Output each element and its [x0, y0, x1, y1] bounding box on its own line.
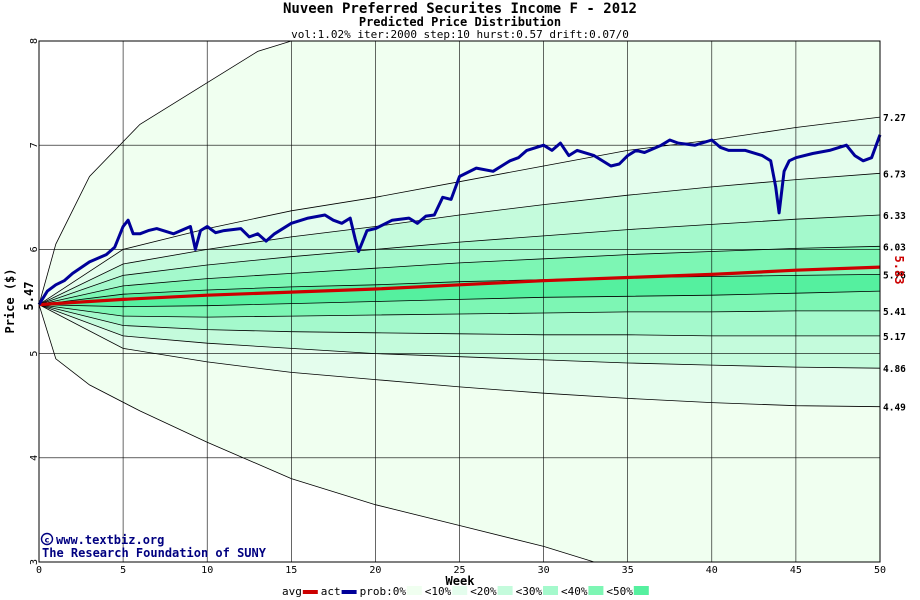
x-tick-label: 20: [369, 565, 381, 576]
copyright-letter: c: [45, 536, 50, 545]
legend-swatch-0: [302, 590, 318, 594]
y-tick-label: 8: [29, 38, 40, 44]
chart-params: vol:1.02% iter:2000 step:10 hurst:0.57 d…: [291, 28, 629, 41]
series-act: [37, 134, 882, 306]
x-tick-label: 5: [120, 565, 126, 576]
x-tick-label: 40: [706, 565, 718, 576]
right-value-label: 4.49: [883, 403, 906, 414]
right-value-label: 6.73: [883, 169, 906, 180]
legend-label-4: <20%: [470, 585, 497, 598]
y-tick-label: 3: [29, 559, 40, 565]
legend-swatch-6: [588, 586, 604, 595]
x-tick-label: 10: [201, 565, 213, 576]
start-price-label: 5.47: [22, 282, 36, 311]
y-tick-label: 5: [29, 351, 40, 357]
credit-url: www.textbiz.org: [56, 533, 164, 547]
y-tick-label: 4: [29, 455, 40, 461]
legend-label-6: <40%: [561, 585, 588, 598]
current-price-label: 5.83: [892, 256, 906, 285]
series-lines: [37, 134, 882, 307]
right-value-label: 5.76: [883, 270, 906, 281]
right-value-label: 7.27: [883, 113, 906, 124]
x-tick-label: 35: [622, 565, 634, 576]
x-tick-label: 0: [36, 565, 42, 576]
legend-swatch-4: [497, 586, 513, 595]
right-axis-labels: 7.27 6.73 6.33 6.03 5.76 5.41 5.17 4.86 4.49: [883, 113, 906, 414]
x-axis-label: Week: [446, 574, 476, 588]
legend: avg act prob:0% <10% <20% <30% <40% <50%: [282, 585, 649, 598]
credit: c www.textbiz.org The Research Foundatio…: [40, 532, 267, 560]
right-value-label: 6.03: [883, 242, 906, 253]
right-value-label: 6.33: [883, 211, 906, 222]
legend-label-5: <30%: [516, 585, 543, 598]
credit-org: The Research Foundation of SUNY: [42, 546, 267, 560]
legend-label-3: <10%: [425, 585, 452, 598]
legend-swatch-2: [406, 586, 422, 595]
x-tick-label: 45: [790, 565, 802, 576]
x-axis-ticks: 0 5 10 15 20 25 30 35 40 45 50: [36, 565, 886, 576]
x-tick-label: 25: [453, 565, 465, 576]
plot-frame: [38, 40, 881, 563]
x-tick-label: 15: [285, 565, 297, 576]
chart-subtitle: Predicted Price Distribution: [359, 15, 561, 29]
legend-swatch-3: [452, 586, 468, 595]
legend-swatch-5: [543, 586, 558, 595]
right-value-label: 5.41: [883, 307, 906, 318]
y-axis-label: Price ($): [3, 268, 17, 333]
legend-label-0: avg: [282, 585, 302, 598]
legend-label-7: <50%: [606, 585, 633, 598]
y-axis-ticks: 3 4 5 6 7 8: [29, 38, 40, 565]
chart-title: Nuveen Preferred Securites Income F - 20…: [283, 1, 637, 17]
right-value-label: 4.86: [883, 364, 906, 375]
legend-swatch-7: [633, 586, 649, 595]
x-tick-label: 50: [874, 565, 886, 576]
series-avg: [38, 265, 881, 307]
legend-label-1: act: [321, 585, 341, 598]
right-value-label: 5.17: [883, 332, 906, 343]
band-0-upper-edge: [38, 40, 880, 305]
legend-swatch-1: [341, 590, 357, 594]
y-tick-label: 6: [29, 246, 40, 252]
x-tick-label: 30: [538, 565, 550, 576]
legend-label-2: prob:0%: [360, 585, 407, 598]
y-tick-label: 7: [29, 142, 40, 148]
copyright-icon: [40, 532, 54, 546]
